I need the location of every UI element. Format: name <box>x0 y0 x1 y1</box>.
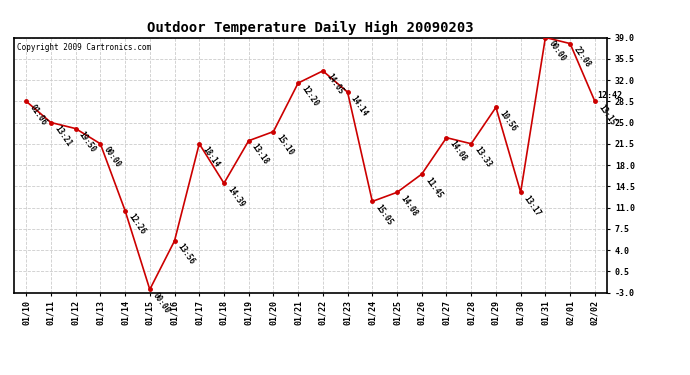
Text: 13:17: 13:17 <box>522 194 543 218</box>
Text: 11:45: 11:45 <box>423 176 444 200</box>
Text: 12:42: 12:42 <box>598 91 622 100</box>
Text: 19:50: 19:50 <box>77 130 98 154</box>
Text: 12:20: 12:20 <box>299 84 320 108</box>
Text: 00:00: 00:00 <box>546 39 567 63</box>
Text: 14:08: 14:08 <box>448 139 469 163</box>
Text: 01:06: 01:06 <box>28 103 48 127</box>
Text: 15:10: 15:10 <box>275 133 295 157</box>
Text: 10:56: 10:56 <box>497 109 518 133</box>
Text: 15:05: 15:05 <box>374 203 395 227</box>
Text: 14:08: 14:08 <box>398 194 419 218</box>
Text: 00:00: 00:00 <box>151 291 172 315</box>
Text: 12:26: 12:26 <box>126 212 147 236</box>
Text: 14:05: 14:05 <box>324 72 345 96</box>
Title: Outdoor Temperature Daily High 20090203: Outdoor Temperature Daily High 20090203 <box>147 21 474 35</box>
Text: 14:39: 14:39 <box>226 184 246 209</box>
Text: Copyright 2009 Cartronics.com: Copyright 2009 Cartronics.com <box>17 43 151 52</box>
Text: 00:00: 00:00 <box>101 145 122 169</box>
Text: 14:14: 14:14 <box>349 93 370 118</box>
Text: 22:08: 22:08 <box>571 45 592 69</box>
Text: 18:14: 18:14 <box>201 145 221 169</box>
Text: 13:21: 13:21 <box>52 124 73 148</box>
Text: 13:33: 13:33 <box>473 145 493 169</box>
Text: 13:15: 13:15 <box>596 103 617 127</box>
Text: 13:18: 13:18 <box>250 142 270 166</box>
Text: 13:56: 13:56 <box>176 242 197 266</box>
